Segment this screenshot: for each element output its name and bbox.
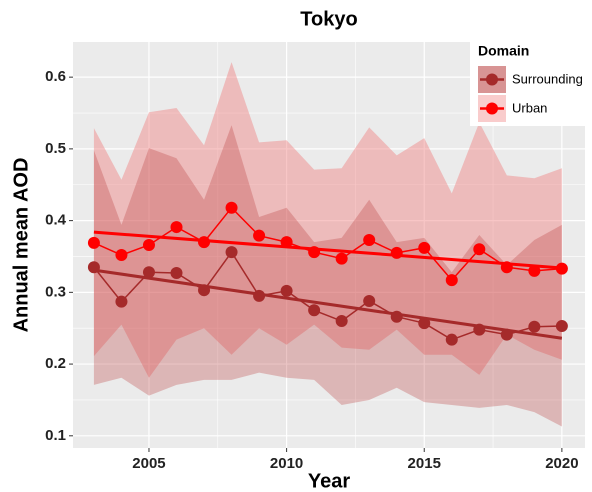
data-point xyxy=(390,246,403,259)
legend-label: Urban xyxy=(512,100,547,115)
data-point xyxy=(528,320,541,333)
data-point xyxy=(445,333,458,346)
legend-label: Surrounding xyxy=(512,71,583,86)
y-axis-label: Annual mean AOD xyxy=(10,158,32,333)
data-point xyxy=(335,315,348,328)
ribbon xyxy=(93,125,562,427)
data-point xyxy=(473,323,486,336)
data-point xyxy=(335,252,348,265)
data-point xyxy=(198,236,211,249)
x-tick-label: 2010 xyxy=(270,455,303,472)
legend-key-point xyxy=(486,73,498,86)
x-tick-label: 2005 xyxy=(132,455,165,472)
data-point xyxy=(87,236,100,249)
data-point xyxy=(142,239,155,251)
data-point xyxy=(170,221,183,234)
chart-title: Tokyo xyxy=(300,8,357,30)
data-point xyxy=(253,229,266,242)
legend-key-point xyxy=(486,102,498,115)
data-point xyxy=(87,261,100,274)
y-tick-label: 0.6 xyxy=(45,68,66,85)
legend: Domain Surrounding Urban xyxy=(470,40,586,126)
x-tick-label: 2015 xyxy=(408,455,441,472)
data-point xyxy=(253,289,266,302)
x-axis-label: Year xyxy=(308,470,350,492)
legend-title: Domain xyxy=(478,43,529,59)
data-point xyxy=(500,328,513,341)
data-point xyxy=(115,249,128,262)
data-point xyxy=(198,284,211,297)
data-point xyxy=(225,246,238,259)
data-point xyxy=(445,274,458,287)
y-tick-label: 0.2 xyxy=(45,355,66,372)
data-point xyxy=(528,264,541,277)
data-point xyxy=(280,284,293,297)
data-point xyxy=(555,320,568,333)
data-point xyxy=(308,246,321,259)
data-point xyxy=(418,241,431,254)
y-tick-label: 0.3 xyxy=(45,283,66,300)
data-point xyxy=(363,294,376,307)
data-point xyxy=(115,295,128,308)
data-point xyxy=(142,266,155,279)
y-tick-label: 0.4 xyxy=(45,212,67,229)
data-point xyxy=(308,304,321,317)
y-tick-label: 0.1 xyxy=(45,427,66,444)
data-point xyxy=(280,236,293,249)
x-tick-label: 2020 xyxy=(545,455,578,472)
y-tick-label: 0.5 xyxy=(45,140,66,157)
data-point xyxy=(225,201,238,214)
data-point xyxy=(363,233,376,246)
data-point xyxy=(473,243,486,256)
data-point xyxy=(418,317,431,330)
data-point xyxy=(500,261,513,274)
ribbon xyxy=(93,62,562,378)
trend-line xyxy=(93,230,562,270)
data-point xyxy=(390,310,403,323)
data-point xyxy=(170,266,183,279)
data-point xyxy=(555,262,568,275)
